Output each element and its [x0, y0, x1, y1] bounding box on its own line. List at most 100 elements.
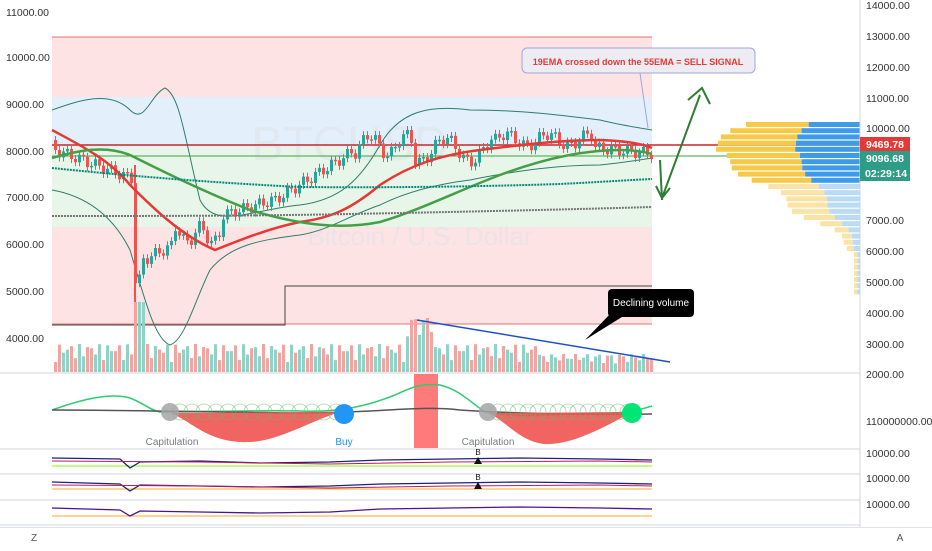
volume-bar: [538, 354, 541, 372]
candle-body: [382, 143, 385, 159]
support-zone: [52, 227, 652, 324]
volume-bar: [118, 345, 121, 372]
volume-bar: [370, 347, 373, 372]
pane1-marker-b: B: [475, 448, 480, 457]
candle-body: [274, 195, 277, 198]
volume-bar: [322, 348, 325, 372]
profile-bar-buy: [857, 252, 860, 258]
volume-bar: [234, 345, 237, 372]
volume-bar: [74, 358, 77, 372]
profile-bar-sell: [803, 215, 835, 220]
buy-marker-2[interactable]: [622, 403, 642, 423]
bubble-ring: [267, 403, 285, 421]
profile-bar-sell: [854, 289, 858, 295]
volume-bar: [458, 351, 461, 372]
volume-bar: [78, 344, 81, 372]
candle-body: [174, 231, 177, 242]
profile-bar-buy: [852, 239, 860, 245]
volume-bar: [142, 302, 145, 372]
volume-bar: [222, 345, 225, 372]
declining-volume-callout[interactable]: Declining volume: [585, 289, 694, 340]
volume-bar: [590, 361, 593, 372]
projection-arrows[interactable]: [655, 86, 711, 201]
candle-body: [306, 176, 309, 182]
candle-body: [334, 159, 337, 162]
volume-bar: [358, 344, 361, 372]
price-tick-left: 6000.00: [6, 239, 44, 251]
svg-text:9469.78: 9469.78: [866, 139, 904, 151]
volume-bar: [642, 354, 645, 372]
bubble-ring: [539, 403, 557, 421]
volume-bar: [362, 354, 365, 372]
volume-bar: [474, 344, 477, 372]
candle-body: [378, 135, 381, 144]
volume-bar: [650, 358, 653, 372]
volume-bar: [198, 356, 201, 372]
volume-bar: [618, 354, 621, 372]
volume-bar: [382, 358, 385, 372]
profile-bar-buy: [829, 208, 860, 214]
candle-body: [510, 131, 513, 133]
bubble-ring: [509, 403, 527, 421]
profile-bar-sell: [746, 122, 809, 127]
profile-bar-sell: [854, 258, 858, 264]
volume-bar: [634, 357, 637, 372]
candle-body: [370, 139, 373, 141]
candle-body: [190, 240, 193, 245]
candle-body: [402, 134, 405, 147]
sell-signal-callout[interactable]: 19EMA crossed down the 55EMA = SELL SIGN…: [521, 47, 756, 129]
candle-body: [282, 197, 285, 203]
volume-bar: [182, 349, 185, 372]
profile-bar-buy: [801, 128, 860, 134]
volume-bar: [130, 354, 133, 372]
volume-bar: [622, 356, 625, 372]
price-tick-right: 3000.00: [866, 339, 904, 351]
volume-bar: [206, 348, 209, 372]
price-tick-left: 10000.00: [6, 52, 50, 64]
current-price-tag: 9096.68: [860, 151, 910, 166]
candle-body: [182, 234, 185, 236]
zoom-button[interactable]: Z: [30, 533, 38, 544]
price-axis-right[interactable]: 14000.00 13000.00 12000.00 11000.00 10000.00…: [866, 0, 910, 381]
candle-body: [494, 133, 497, 140]
candle-body: [118, 174, 121, 180]
auto-scale-button[interactable]: A: [896, 533, 904, 544]
profile-bar-sell: [854, 252, 858, 258]
volume-bar: [582, 357, 585, 372]
volume-bar: [122, 360, 125, 372]
buy-marker[interactable]: [334, 404, 354, 424]
candle-body: [342, 158, 345, 166]
price-tick-right: 12000.00: [866, 62, 910, 74]
volume-trendline[interactable]: [416, 319, 671, 363]
volume-bar: [430, 332, 433, 372]
candle-body: [186, 234, 189, 241]
candle-body: [394, 146, 397, 149]
ema-19-line: [51, 128, 653, 252]
candle-body: [318, 167, 321, 172]
profile-bar-sell: [717, 140, 797, 146]
volume-bar: [374, 356, 377, 372]
volume-bar: [86, 347, 89, 372]
volume-bar: [150, 358, 153, 372]
profile-bar-buy: [851, 233, 860, 239]
volume-bar: [550, 354, 553, 372]
price-tick-right: 11000.00: [866, 93, 909, 105]
profile-bar-sell: [843, 239, 853, 245]
candle-body: [390, 146, 393, 157]
candle-body: [66, 148, 69, 152]
volume-bar: [254, 347, 257, 372]
profile-bar-sell: [780, 190, 825, 196]
volume-bar: [146, 344, 149, 372]
volume-bar: [562, 354, 565, 372]
volume-bar: [506, 349, 509, 372]
profile-bar-buy: [800, 153, 860, 158]
volume-bar: [218, 360, 221, 372]
volume-bar: [138, 302, 141, 372]
volume-bar: [90, 348, 93, 372]
candle-body: [154, 248, 157, 257]
price-tick-left: 8000.00: [6, 146, 44, 158]
volume-bar: [318, 347, 321, 372]
price-tick-right: 13000.00: [866, 31, 910, 43]
profile-bar-buy: [805, 171, 860, 177]
